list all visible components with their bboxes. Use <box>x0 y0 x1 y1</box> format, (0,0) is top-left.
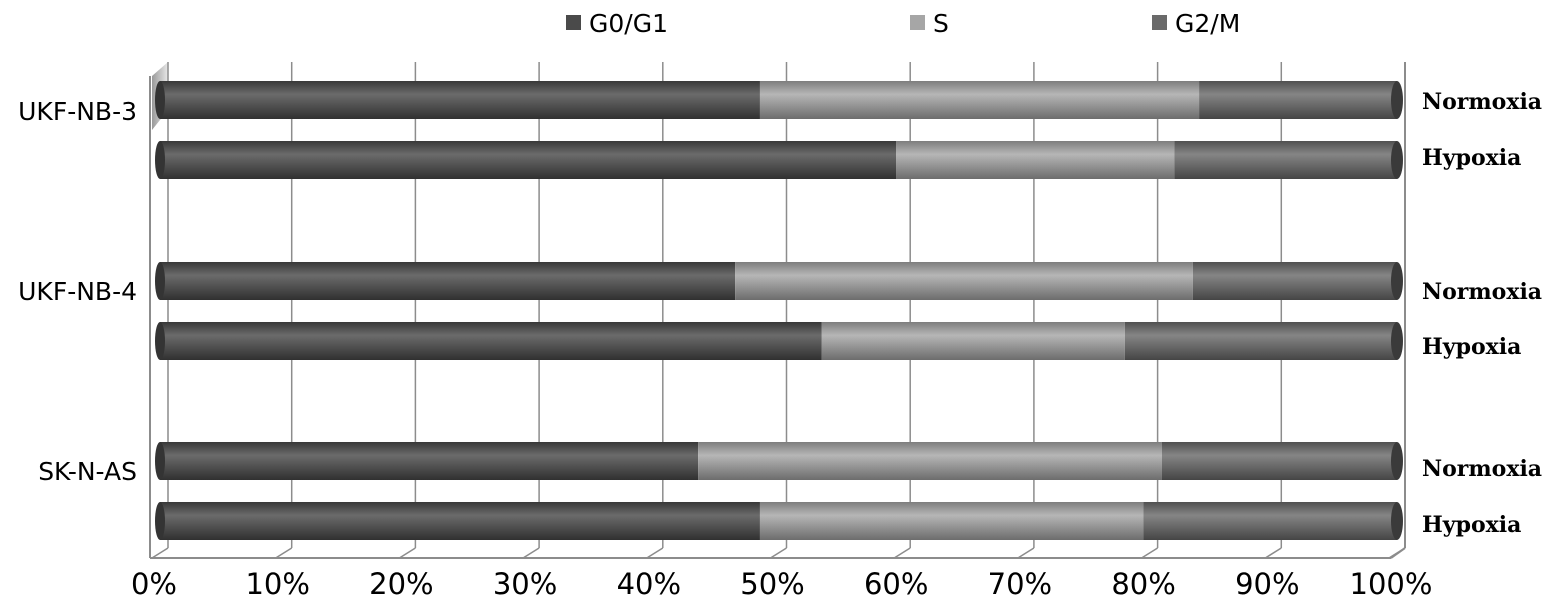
bar-segment-s <box>735 262 1193 300</box>
floor-gridline <box>275 547 293 559</box>
legend-label: G0/G1 <box>589 9 668 38</box>
floor-gridline <box>770 547 787 559</box>
legend-swatch <box>566 15 581 30</box>
legend-label: G2/M <box>1175 9 1240 38</box>
x-tick-label: 80% <box>1111 567 1175 601</box>
floor-gridline <box>151 547 169 559</box>
plot-area-frame <box>149 62 1406 559</box>
bar-segment-g0-g1 <box>160 502 760 540</box>
condition-label: Normoxia <box>1422 456 1542 482</box>
bar-left-cap <box>155 502 165 540</box>
x-tick-label: 50% <box>740 567 804 601</box>
legend-label: S <box>933 9 949 38</box>
floor-gridline <box>646 547 664 559</box>
x-tick-label: 70% <box>988 567 1052 601</box>
bar-segment-g2-m <box>1192 262 1397 300</box>
condition-label: Normoxia <box>1422 279 1542 305</box>
floor-gridline <box>1141 547 1158 559</box>
x-tick-label: 30% <box>493 567 557 601</box>
condition-label: Hypoxia <box>1422 334 1521 360</box>
bar-segment-g2-m <box>1143 502 1397 540</box>
floor-gridline <box>399 547 416 559</box>
bar-segment-g0-g1 <box>160 262 736 300</box>
condition-label: Hypoxia <box>1422 145 1521 171</box>
bar-segment-s <box>896 141 1175 179</box>
x-tick-label: 20% <box>369 567 433 601</box>
floor-gridline <box>522 547 540 559</box>
bar-segment-s <box>759 502 1144 540</box>
group-label: UKF-NB-4 <box>18 277 137 306</box>
bar-segment-s <box>698 442 1162 480</box>
bar-right-cap <box>1391 81 1403 119</box>
floor-gridline <box>1388 547 1406 559</box>
legend: G0/G1 S G2/M <box>566 9 1240 38</box>
bar-segment-s <box>821 322 1125 360</box>
y-axis-group-labels: UKF-NB-3 UKF-NB-4 SK-N-AS <box>18 97 137 486</box>
bar-right-cap <box>1391 322 1403 360</box>
condition-label: Normoxia <box>1422 89 1542 115</box>
condition-labels: Normoxia Hypoxia Normoxia Hypoxia Normoxia Hy… <box>1422 89 1542 538</box>
bar-segment-g2-m <box>1174 141 1397 179</box>
bar-right-cap <box>1391 262 1403 300</box>
bar-left-cap <box>155 262 165 300</box>
bar-segment-g2-m <box>1199 81 1397 119</box>
bar-right-cap <box>1391 141 1403 179</box>
bar-segment-g0-g1 <box>160 81 760 119</box>
bar-left-cap <box>155 81 165 119</box>
bar-left-cap <box>155 141 165 179</box>
bar-right-cap <box>1391 442 1403 480</box>
condition-label: Hypoxia <box>1422 512 1521 538</box>
gridlines <box>151 62 1406 559</box>
bar-segment-g2-m <box>1161 442 1397 480</box>
x-tick-label: 10% <box>245 567 309 601</box>
legend-swatch <box>1152 15 1167 30</box>
bar-left-cap <box>155 322 165 360</box>
bar-segment-g0-g1 <box>160 141 897 179</box>
x-axis-tick-labels: 0% 10% 20% 30% 40% 50% 60% 70% 80% 90% 100% <box>131 567 1432 601</box>
x-tick-label: 40% <box>617 567 681 601</box>
group-label: SK-N-AS <box>38 457 137 486</box>
bar-left-cap <box>155 442 165 480</box>
bar-segment-g2-m <box>1124 322 1397 360</box>
x-tick-label: 60% <box>864 567 928 601</box>
bar-layer <box>155 81 1403 540</box>
bar-segment-g0-g1 <box>160 442 699 480</box>
bar-right-cap <box>1391 502 1403 540</box>
x-tick-label: 100% <box>1350 567 1433 601</box>
group-label: UKF-NB-3 <box>18 97 137 126</box>
floor-gridline <box>1017 547 1035 559</box>
legend-swatch <box>910 15 925 30</box>
bar-segment-s <box>759 81 1200 119</box>
x-tick-label: 0% <box>131 567 177 601</box>
x-tick-label: 90% <box>1235 567 1299 601</box>
floor-gridline <box>893 547 911 559</box>
bar-segment-g0-g1 <box>160 322 822 360</box>
floor-gridline <box>1264 547 1282 559</box>
